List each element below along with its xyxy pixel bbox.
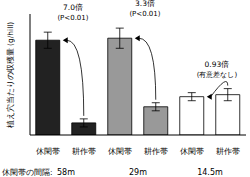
- svg-text:7.0倍: 7.0倍: [63, 3, 83, 12]
- svg-text:0.93倍: 0.93倍: [205, 60, 230, 69]
- svg-text:耕作帯: 耕作帯: [72, 147, 96, 156]
- svg-text:58m: 58m: [57, 168, 75, 177]
- svg-text:耕作帯: 耕作帯: [216, 147, 240, 156]
- svg-text:14.5m: 14.5m: [197, 168, 223, 177]
- svg-text:休閑帯: 休閑帯: [108, 147, 132, 156]
- svg-text:耕作帯: 耕作帯: [144, 147, 168, 156]
- svg-text:(有意差なし): (有意差なし): [197, 71, 238, 79]
- svg-text:(P<0.01): (P<0.01): [129, 10, 160, 18]
- html-text:植え穴当たりの収穫量 (g/hill): 植え穴当たりの収穫量 (g/hill): [6, 21, 15, 128]
- svg-text:休閑帯: 休閑帯: [36, 147, 60, 156]
- svg-text:3.3倍: 3.3倍: [135, 0, 155, 8]
- svg-text:(P<0.01): (P<0.01): [57, 14, 88, 22]
- svg-text:休閑帯: 休閑帯: [180, 147, 204, 156]
- svg-text:29m: 29m: [129, 168, 147, 177]
- svg-text:休閑帯の間隔:: 休閑帯の間隔:: [8, 168, 53, 177]
